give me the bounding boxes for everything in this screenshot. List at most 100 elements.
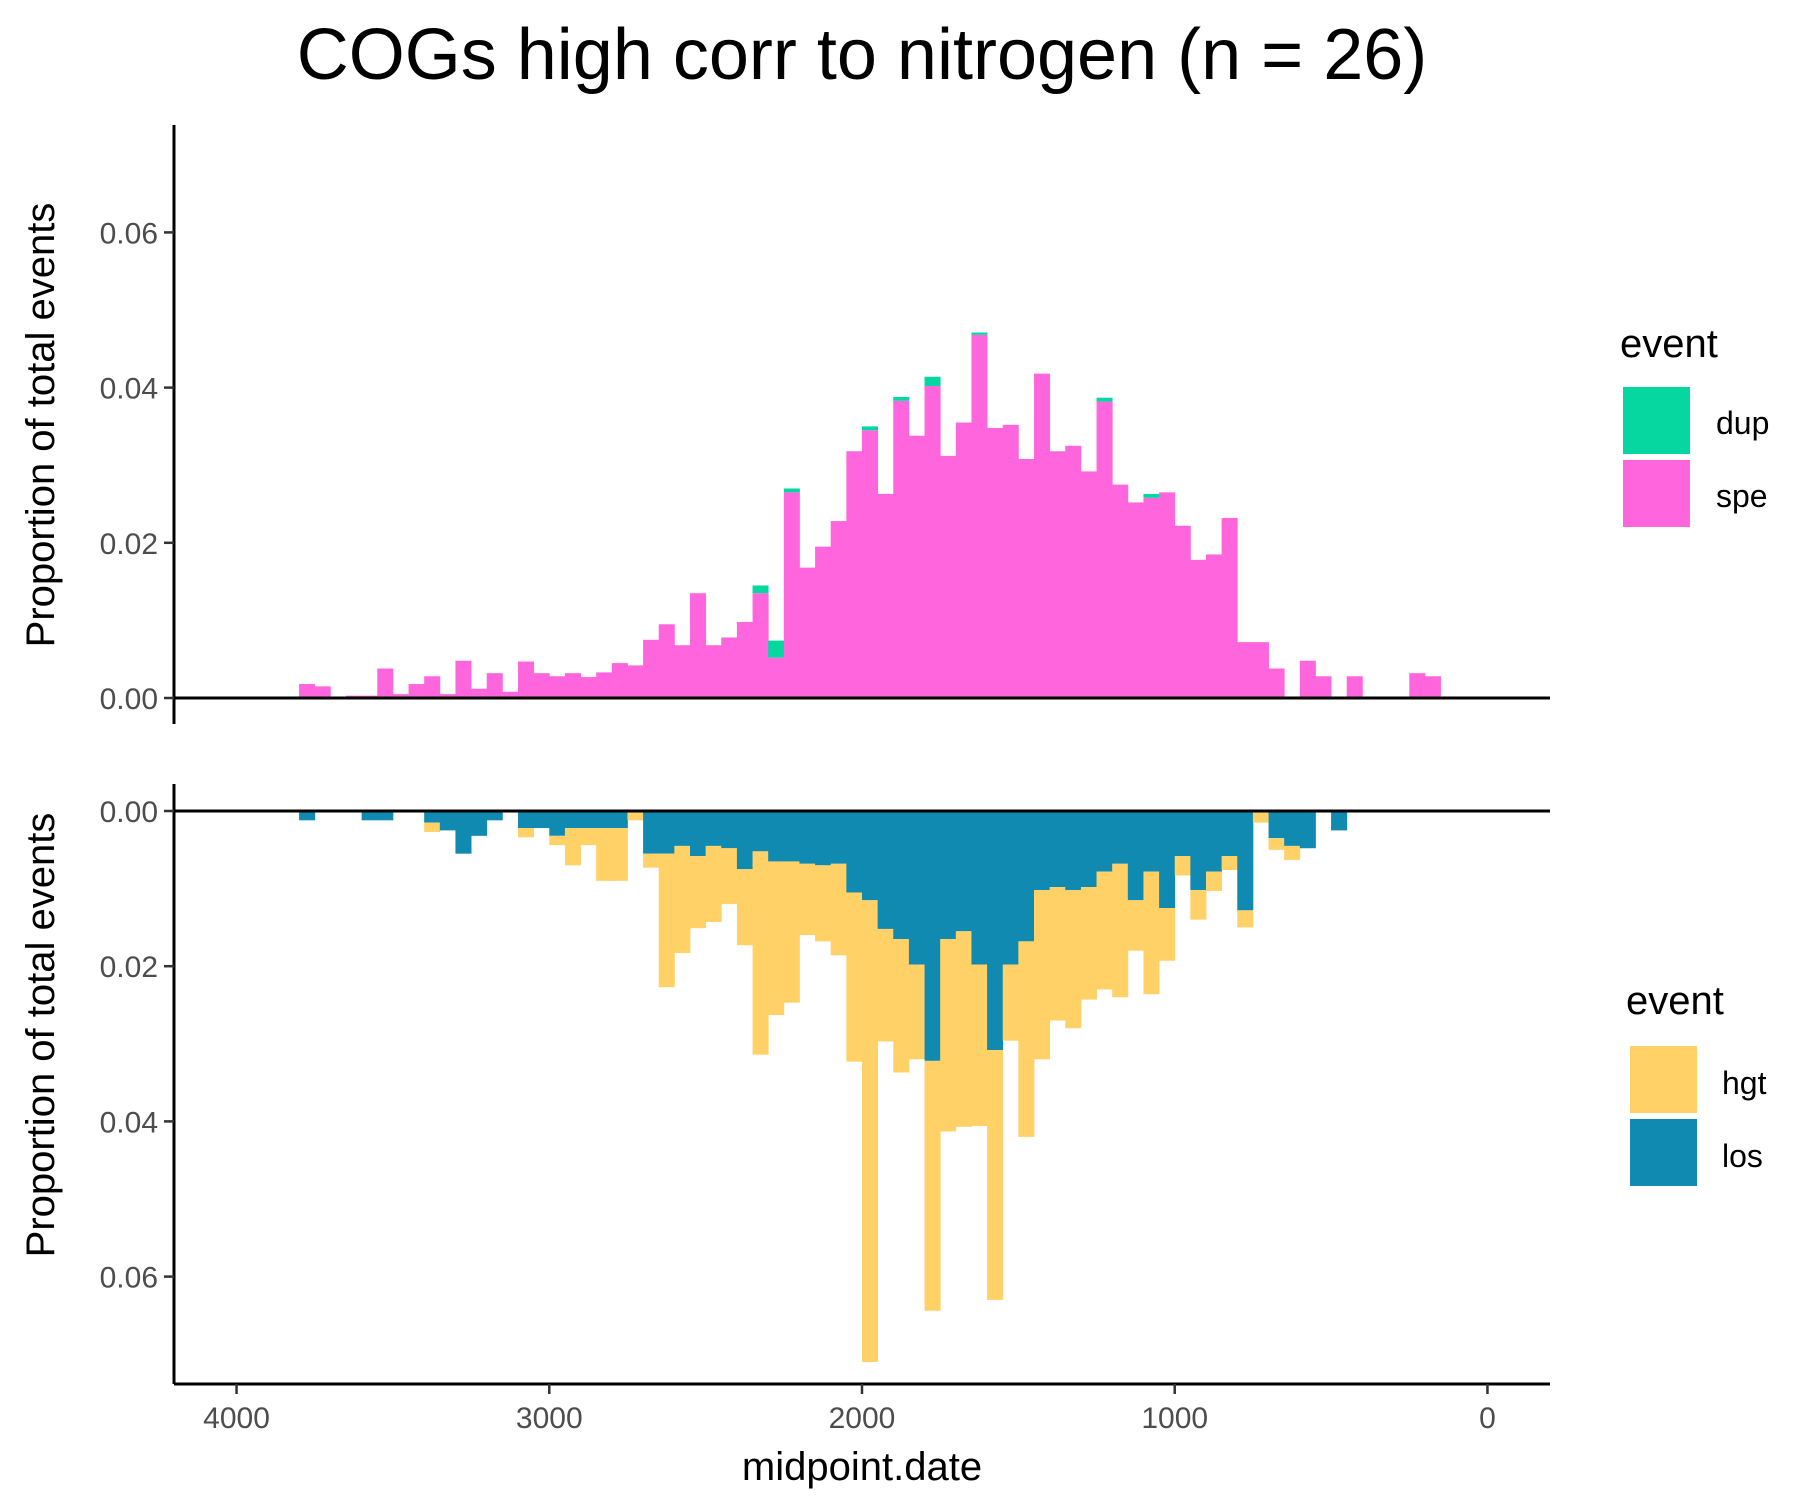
top-axes: 0.00 0.02 0.04 0.06 (100, 125, 1550, 724)
bar-los-3575 (361, 811, 378, 821)
y-tick-label: 0.06 (100, 217, 158, 250)
bar-los-2925 (564, 811, 581, 829)
bar-dup-2225 (783, 488, 800, 493)
x-tick-label: 2000 (829, 1402, 896, 1435)
bar-hgt-725 (1252, 811, 1269, 823)
bar-spe-3525 (377, 668, 394, 698)
legend-label-los: los (1722, 1138, 1763, 1174)
bar-los-1575 (987, 811, 1004, 1051)
bar-spe-1075 (1143, 497, 1160, 698)
bar-los-2325 (752, 811, 769, 852)
bar-los-3225 (471, 811, 488, 836)
bar-spe-2875 (580, 677, 597, 698)
bar-los-1025 (1159, 811, 1176, 908)
y-tick-label: 0.00 (100, 683, 158, 716)
x-axis: 4000 3000 2000 1000 0 (174, 1382, 1550, 1435)
bar-hgt-2625 (658, 853, 675, 988)
bar-los-3775 (299, 811, 316, 821)
bottom-bars (299, 811, 1348, 1362)
bar-hgt-1725 (940, 939, 957, 1132)
bar-spe-1725 (940, 455, 957, 698)
bar-los-1875 (893, 811, 910, 940)
bar-los-1225 (1096, 811, 1113, 872)
y-tick-label: 0.04 (100, 1106, 158, 1139)
bar-hgt-1775 (924, 1060, 941, 1311)
bar-los-2125 (815, 811, 832, 866)
bar-spe-2325 (752, 593, 769, 698)
bar-los-3275 (455, 811, 472, 854)
bar-spe-3475 (392, 694, 409, 698)
bar-spe-3725 (314, 686, 331, 698)
bar-los-1675 (955, 811, 972, 932)
bottom-axes: 0.00 0.02 0.04 0.06 (100, 784, 1550, 1384)
y-tick-label: 0.06 (100, 1262, 158, 1295)
bar-hgt-1575 (987, 1050, 1004, 1300)
bar-los-2075 (830, 811, 847, 864)
bar-spe-2525 (690, 593, 707, 698)
bar-spe-3775 (299, 684, 316, 698)
bar-hgt-1225 (1096, 871, 1113, 990)
bar-spe-1475 (1018, 458, 1035, 698)
legend-swatch-dup (1623, 387, 1690, 454)
bar-spe-2025 (846, 451, 863, 698)
bar-spe-2825 (596, 672, 613, 698)
x-tick-label: 3000 (516, 1402, 583, 1435)
top-bars (299, 332, 1441, 698)
legend-label-spe: spe (1716, 478, 1768, 514)
bar-los-1075 (1143, 811, 1160, 872)
bar-spe-2375 (736, 621, 753, 698)
bar-hgt-3075 (518, 828, 535, 838)
legend-swatch-spe (1623, 460, 1690, 527)
bar-hgt-2275 (768, 861, 785, 1016)
bar-los-825 (1221, 811, 1238, 857)
chart-title: COGs high corr to nitrogen (n = 26) (297, 15, 1428, 95)
bar-los-1625 (971, 811, 988, 965)
bar-hgt-2675 (643, 853, 660, 868)
bar-los-1375 (1049, 811, 1066, 888)
bar-los-575 (1299, 811, 1316, 849)
bar-hgt-2825 (596, 828, 613, 881)
bar-spe-1825 (908, 435, 925, 698)
bar-los-1975 (862, 811, 879, 901)
bar-spe-2975 (549, 676, 566, 698)
bar-los-2625 (658, 811, 675, 854)
y-tick-label: 0.02 (100, 528, 158, 561)
bar-los-875 (1206, 811, 1223, 872)
bar-los-1775 (924, 811, 941, 1061)
bar-los-1475 (1018, 811, 1035, 942)
bar-dup-1775 (924, 376, 941, 387)
bar-los-1725 (940, 811, 957, 940)
bar-spe-1425 (1034, 373, 1051, 698)
bar-spe-3375 (424, 676, 441, 698)
bar-los-3375 (424, 811, 441, 823)
bar-hgt-1025 (1159, 908, 1176, 961)
bar-spe-975 (1174, 525, 1191, 698)
bar-los-1425 (1034, 811, 1051, 891)
bar-los-3525 (377, 811, 394, 821)
bar-spe-2175 (799, 567, 816, 698)
bar-los-2825 (596, 811, 613, 829)
bar-hgt-2525 (690, 856, 707, 929)
y-tick-label: 0.04 (100, 373, 158, 406)
bar-hgt-675 (1268, 838, 1285, 850)
bar-spe-2625 (658, 624, 675, 698)
bar-hgt-925 (1190, 890, 1207, 920)
bar-hgt-2975 (549, 835, 566, 846)
bar-spe-2775 (611, 663, 628, 698)
bar-spe-725 (1252, 642, 1269, 698)
bar-spe-2225 (783, 492, 800, 698)
bar-spe-1975 (862, 430, 879, 698)
bar-hgt-1875 (893, 939, 910, 1073)
bar-los-3175 (486, 811, 503, 821)
bar-los-1925 (877, 811, 894, 929)
bar-hgt-2075 (830, 863, 847, 956)
bar-los-2525 (690, 811, 707, 857)
bar-hgt-1925 (877, 928, 894, 1042)
bar-hgt-1275 (1080, 887, 1097, 1000)
bar-hgt-1475 (1018, 941, 1035, 1137)
bar-los-2025 (846, 811, 863, 893)
bar-los-925 (1190, 811, 1207, 891)
y-tick-label: 0.02 (100, 951, 158, 984)
bar-hgt-2775 (611, 828, 628, 881)
bar-hgt-2125 (815, 865, 832, 942)
